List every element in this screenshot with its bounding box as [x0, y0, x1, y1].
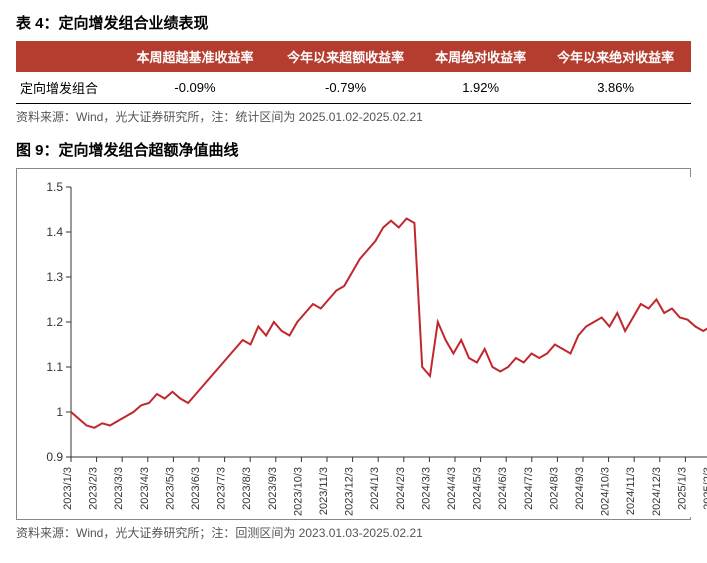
- col-header-3: 本周绝对收益率: [421, 41, 540, 72]
- row-val-2: 1.92%: [421, 72, 540, 104]
- chart-title: 图 9：定向增发组合超额净值曲线: [16, 139, 691, 160]
- svg-text:1.1: 1.1: [46, 360, 63, 374]
- row-val-0: -0.09%: [120, 72, 271, 104]
- table-footnote: 资料来源：Wind，光大证券研究所，注：统计区间为 2025.01.02-202…: [16, 108, 691, 125]
- svg-text:2024/5/3: 2024/5/3: [472, 467, 484, 510]
- svg-text:2024/8/3: 2024/8/3: [548, 467, 560, 510]
- row-label: 定向增发组合: [16, 72, 120, 104]
- svg-text:2025/2/3: 2025/2/3: [702, 467, 707, 510]
- svg-text:1.4: 1.4: [46, 225, 63, 239]
- svg-text:2023/7/3: 2023/7/3: [216, 467, 228, 510]
- svg-text:0.9: 0.9: [46, 450, 63, 464]
- svg-text:2023/2/3: 2023/2/3: [88, 467, 100, 510]
- svg-text:2023/6/3: 2023/6/3: [190, 467, 202, 510]
- svg-text:2024/6/3: 2024/6/3: [497, 467, 509, 510]
- svg-text:2023/11/3: 2023/11/3: [318, 467, 330, 515]
- table-title: 表 4：定向增发组合业绩表现: [16, 12, 691, 33]
- svg-text:2023/1/3: 2023/1/3: [62, 467, 74, 510]
- svg-text:2024/4/3: 2024/4/3: [446, 467, 458, 510]
- table-row: 定向增发组合 -0.09% -0.79% 1.92% 3.86%: [16, 72, 691, 104]
- svg-text:1.2: 1.2: [46, 315, 63, 329]
- col-header-0: [16, 41, 120, 72]
- svg-text:2023/4/3: 2023/4/3: [139, 467, 151, 510]
- svg-text:2024/11/3: 2024/11/3: [625, 467, 637, 515]
- svg-text:2024/12/3: 2024/12/3: [651, 467, 663, 516]
- svg-text:2023/5/3: 2023/5/3: [164, 467, 176, 510]
- col-header-4: 今年以来绝对收益率: [540, 41, 691, 72]
- table-header-row: 本周超越基准收益率 今年以来超额收益率 本周绝对收益率 今年以来绝对收益率: [16, 41, 691, 72]
- row-val-1: -0.79%: [270, 72, 421, 104]
- svg-text:1.5: 1.5: [46, 180, 63, 194]
- svg-text:2024/9/3: 2024/9/3: [574, 467, 586, 510]
- svg-text:2023/8/3: 2023/8/3: [241, 467, 253, 510]
- chart-container: 0.9 1 1.1 1.2 1.3 1.4 1.5 2023/1/3 2023/2/3 2023/…: [16, 168, 691, 520]
- svg-text:2023/10/3: 2023/10/3: [292, 467, 304, 516]
- svg-text:2024/10/3: 2024/10/3: [600, 467, 612, 516]
- row-val-3: 3.86%: [540, 72, 691, 104]
- col-header-1: 本周超越基准收益率: [120, 41, 271, 72]
- svg-text:2023/3/3: 2023/3/3: [113, 467, 125, 510]
- svg-text:1: 1: [56, 405, 63, 419]
- svg-text:2024/7/3: 2024/7/3: [523, 467, 535, 510]
- svg-text:2023/9/3: 2023/9/3: [267, 467, 279, 510]
- svg-text:2024/1/3: 2024/1/3: [369, 467, 381, 510]
- svg-text:2025/1/3: 2025/1/3: [676, 467, 688, 510]
- svg-text:2024/2/3: 2024/2/3: [395, 467, 407, 510]
- svg-text:2024/3/3: 2024/3/3: [420, 467, 432, 510]
- col-header-2: 今年以来超额收益率: [270, 41, 421, 72]
- nav-curve-chart: 0.9 1 1.1 1.2 1.3 1.4 1.5 2023/1/3 2023/2/3 2023/…: [21, 177, 707, 517]
- svg-text:2023/12/3: 2023/12/3: [344, 467, 356, 516]
- performance-table: 本周超越基准收益率 今年以来超额收益率 本周绝对收益率 今年以来绝对收益率 定向…: [16, 41, 691, 104]
- svg-text:1.3: 1.3: [46, 270, 63, 284]
